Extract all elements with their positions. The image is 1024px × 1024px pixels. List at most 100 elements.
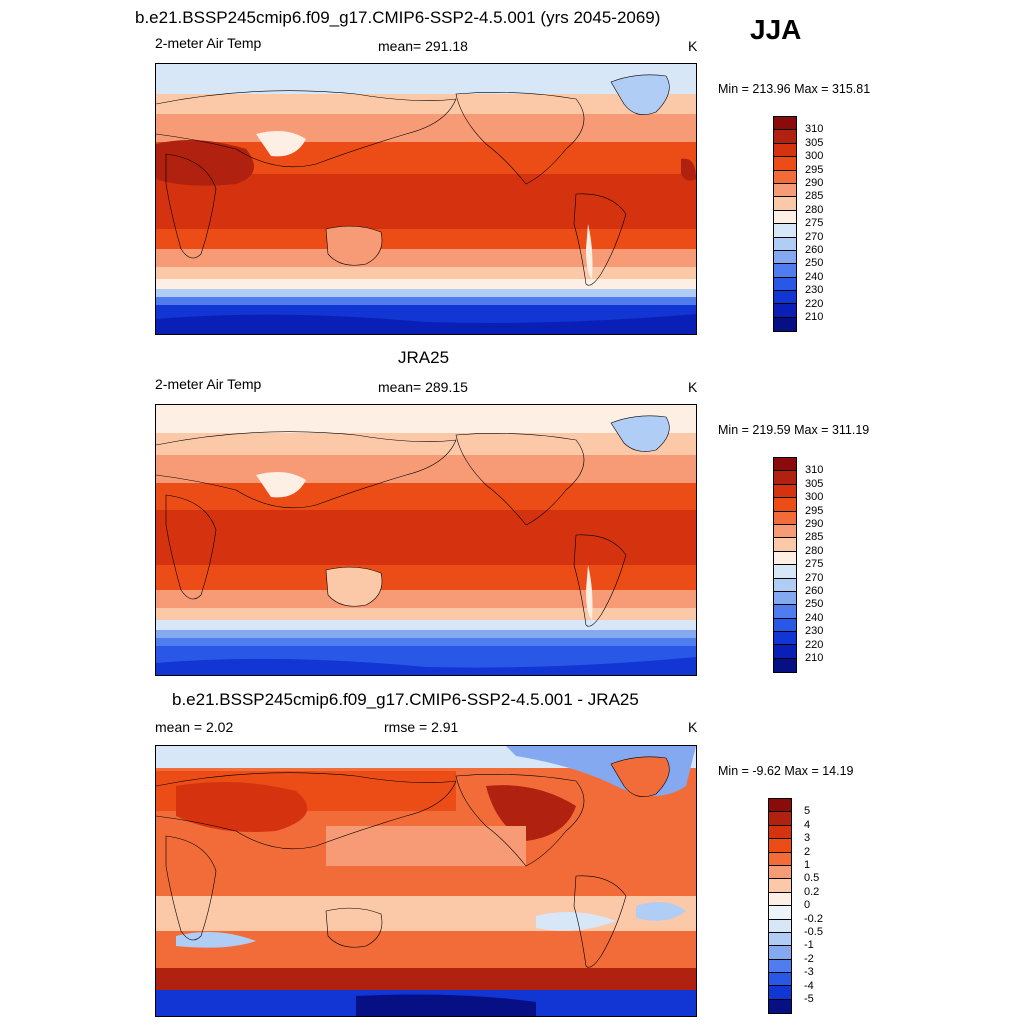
- andes-cool: [586, 565, 593, 620]
- colorbar-segment: [774, 605, 796, 619]
- colorbar-segment: [774, 304, 796, 318]
- south-america-outline: [573, 193, 627, 286]
- colorbar-tick-label: -0.5: [804, 926, 823, 938]
- band-subpolar-north: [156, 433, 696, 457]
- colorbar-tick-label: 210: [805, 311, 824, 323]
- south-america-outline: [573, 875, 627, 968]
- diff-cool-patch-1: [176, 932, 256, 948]
- diff-southern-ocean-warm: [156, 968, 696, 990]
- colorbar-tick-label: 275: [805, 558, 824, 571]
- band-cool-south: [156, 620, 696, 632]
- colorbar-segment: [774, 551, 796, 566]
- panel-1-title: b.e21.BSSP245cmip6.f09_g17.CMIP6-SSP2-4.…: [135, 8, 661, 27]
- colorbar-segment: [774, 484, 796, 499]
- antarctica-core: [156, 314, 696, 334]
- colorbar-segment: [774, 197, 796, 211]
- diff-eurasia-hot: [176, 782, 308, 832]
- colorbar-segment: [774, 277, 796, 292]
- colorbar-segment: [774, 237, 796, 251]
- antarctica-core: [156, 657, 696, 675]
- colorbar-tick-label: 250: [805, 598, 824, 611]
- colorbar-segment: [774, 210, 796, 225]
- africa-outline: [165, 153, 217, 259]
- eurasia-outline: [156, 431, 457, 509]
- colorbar-segment: [774, 498, 796, 512]
- band-cold-south: [156, 630, 696, 640]
- colorbar-tick-label: 290: [805, 518, 824, 530]
- colorbar-segment: [774, 170, 796, 184]
- band-equator: [156, 174, 696, 229]
- colorbar-segment: [774, 524, 796, 539]
- colorbar-tick-label: 310: [805, 123, 824, 136]
- colorbar-tick-label: -3: [804, 966, 814, 979]
- panel-3-minmax: Min = -9.62 Max = 14.19: [718, 764, 854, 778]
- colorbar-segment: [774, 471, 796, 485]
- colorbar-segment: [769, 959, 791, 974]
- colorbar-tick-label: 260: [805, 244, 824, 256]
- panel-1-colorbar: [773, 116, 797, 333]
- colorbar-tick-label: 250: [805, 257, 824, 270]
- panel-2-title: JRA25: [398, 348, 450, 367]
- diff-cool-patch-2: [536, 912, 616, 931]
- colorbar-segment: [769, 892, 791, 907]
- colorbar-tick-label: 230: [805, 284, 824, 297]
- band-colder-south: [156, 297, 696, 307]
- south-america-outline: [573, 534, 627, 627]
- colorbar-segment: [774, 578, 796, 592]
- band-mid-north: [156, 114, 696, 144]
- colorbar-segment: [769, 865, 791, 880]
- colorbar-segment: [769, 932, 791, 947]
- colorbar-tick-label: 220: [805, 297, 824, 310]
- colorbar-tick-label: 0: [804, 899, 811, 912]
- colorbar-segment: [769, 825, 791, 840]
- colorbar-segment: [774, 250, 796, 265]
- colorbar-tick-label: 305: [805, 477, 824, 490]
- diff-antarctic-deep: [356, 994, 536, 1016]
- colorbar-segment: [774, 224, 796, 238]
- colorbar-segment: [769, 799, 791, 813]
- panel-1-map-svg: [156, 64, 696, 334]
- colorbar-tick-label: -0.2: [804, 912, 823, 925]
- colorbar-tick-label: -5: [804, 993, 814, 1005]
- panel-3-colorbar: [768, 798, 792, 1015]
- colorbar-tick-label: 0.5: [804, 872, 820, 885]
- panel-2-variable-label: 2-meter Air Temp: [155, 376, 262, 392]
- band-colder-south: [156, 638, 696, 648]
- arabia-hot: [681, 158, 696, 181]
- colorbar-tick-label: 310: [805, 464, 824, 477]
- panel-2-minmax: Min = 219.59 Max = 311.19: [718, 423, 870, 437]
- colorbar-tick-label: -1: [804, 939, 814, 952]
- panel-3-units-label: K: [688, 719, 698, 735]
- band-mid-south: [156, 590, 696, 610]
- colorbar-segment: [769, 812, 791, 826]
- colorbar-tick-label: -4: [804, 979, 814, 992]
- greenland: [610, 74, 670, 115]
- diff-pacific-light: [326, 826, 526, 866]
- colorbar-segment: [774, 618, 796, 633]
- band-polar-north: [156, 64, 696, 96]
- colorbar-segment: [774, 632, 796, 646]
- colorbar-segment: [774, 511, 796, 525]
- band-cool-south: [156, 279, 696, 291]
- colorbar-tick-label: 300: [805, 150, 824, 163]
- colorbar-tick-label: 210: [805, 652, 824, 664]
- sahara-hot: [156, 140, 254, 186]
- band-mid-north: [156, 455, 696, 485]
- colorbar-tick-label: 240: [805, 270, 824, 283]
- band-cold-south: [156, 289, 696, 299]
- diff-greenland: [610, 756, 670, 797]
- panel-3-map-svg: [156, 746, 696, 1016]
- panel-3-map: [155, 745, 697, 1017]
- band-equator: [156, 510, 696, 565]
- colorbar-segment: [774, 658, 796, 673]
- tibet-cool: [256, 130, 306, 157]
- panel-1-units-label: K: [688, 38, 698, 54]
- colorbar-segment: [769, 879, 791, 893]
- band-polar-north: [156, 405, 696, 435]
- eurasia-outline: [156, 90, 457, 168]
- colorbar-tick-label: 295: [805, 163, 824, 176]
- africa-outline: [165, 835, 217, 941]
- colorbar-tick-label: 295: [805, 504, 824, 517]
- colorbar-tick-label: 305: [805, 136, 824, 149]
- colorbar-tick-label: 285: [805, 190, 824, 203]
